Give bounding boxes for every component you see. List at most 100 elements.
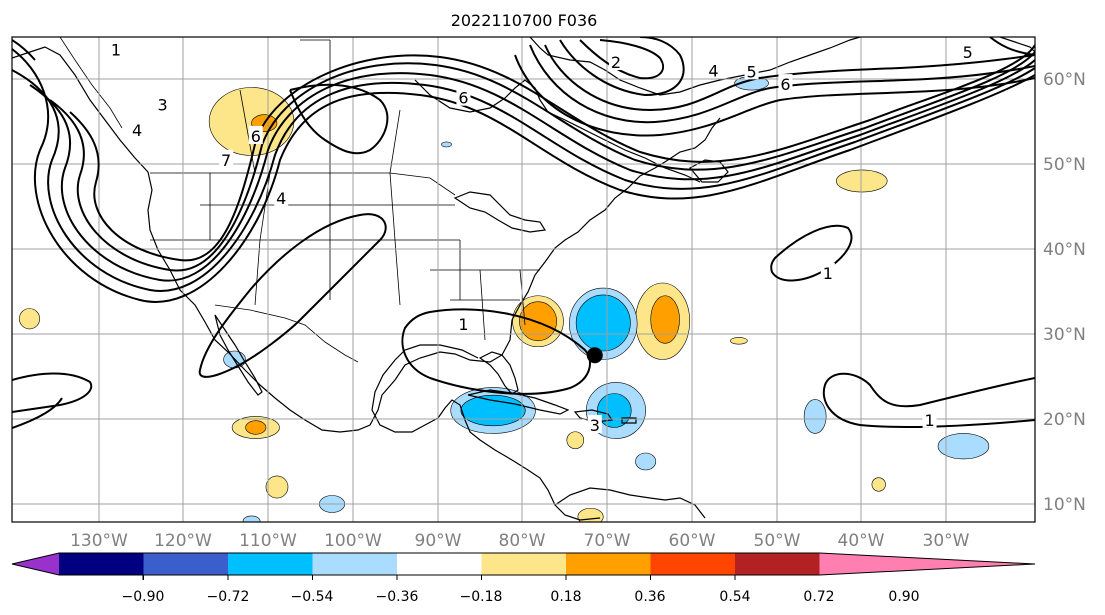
colorbar-tick-label: −0.72 (207, 589, 250, 605)
contour-greenland-3 (559, 37, 685, 97)
colorbar-tick-label: −0.54 (291, 589, 334, 605)
lon-tick-label: 100°W (324, 531, 382, 551)
coastline-cuba (467, 389, 570, 415)
contour-label: 4 (708, 62, 718, 81)
colorbar-segment (397, 553, 482, 575)
coastline-gulf (371, 344, 601, 521)
canada-province-lines (239, 39, 401, 174)
anomaly-positive-region (730, 337, 748, 345)
contour-label: 3 (157, 96, 167, 115)
colorbar-tick-label: 0.90 (888, 589, 919, 605)
anomaly-positive-region (577, 507, 604, 522)
contour-label: 7 (221, 151, 231, 170)
storm-center-dot (586, 347, 603, 364)
map-frame (11, 36, 1036, 523)
alaska-border (59, 37, 123, 129)
lat-tick-label: 30°N (1043, 325, 1086, 345)
contour-label-background (960, 41, 975, 60)
coastline-hispaniola (573, 409, 614, 423)
anomaly-negative-region (635, 452, 657, 471)
lon-tick-label: 120°W (154, 531, 212, 551)
contour-label-background (456, 87, 471, 106)
colorbar-segment (143, 553, 229, 575)
contour-label-background (706, 60, 721, 79)
anomaly-positive-region (566, 431, 585, 450)
colorbar-tick-label: 0.54 (719, 589, 750, 605)
contour-greenland-4 (544, 44, 1035, 112)
gridlines (12, 37, 1035, 522)
contour-trough-4 (49, 51, 1035, 272)
colorbar-extend-max (819, 553, 1035, 575)
colorbar-tick-label: 0.36 (634, 589, 665, 605)
political-borders (59, 37, 540, 363)
contour-label-background (219, 149, 234, 168)
anomaly-positive-region (19, 308, 40, 330)
contour-label: 1 (111, 40, 121, 59)
contour-label-background (155, 94, 170, 113)
lat-tick-label: 10°N (1043, 495, 1086, 515)
contour-label: 3 (590, 416, 600, 435)
lat-tick-label: 20°N (1043, 410, 1086, 430)
anomaly-positive-region (871, 477, 886, 492)
colorbar-segment (650, 553, 736, 575)
coastline-newfoundland (689, 159, 729, 183)
colorbar-segment (59, 553, 144, 575)
contour-label: 6 (458, 89, 468, 108)
colorbar-segment (735, 553, 820, 575)
contour-greenland-2 (579, 39, 665, 80)
contour-lines (12, 37, 1035, 429)
contour-label: 5 (746, 62, 756, 81)
contour-label: 6 (780, 75, 790, 94)
contour-label: 4 (276, 189, 286, 208)
coastline-puerto-rico (621, 417, 637, 424)
coastline-greenland (529, 37, 861, 96)
anomaly-positive-region (650, 295, 680, 344)
contour-trough-5 (69, 44, 1035, 262)
colorbar-segment (312, 553, 398, 575)
colorbar-outline (11, 552, 1036, 576)
contour-gulf-loop (401, 308, 591, 395)
contour-trough-3 (29, 59, 1035, 282)
contour-west-edge-2 (12, 397, 63, 429)
colorbar-segment (481, 553, 567, 575)
anomaly-negative-region (242, 515, 261, 522)
colorbar-tick-label: 0.72 (803, 589, 834, 605)
coastline-florida (478, 351, 519, 395)
lon-tick-label: 60°W (669, 531, 716, 551)
contour-label-background (248, 125, 263, 144)
contour-west-edge-1 (12, 372, 93, 413)
colorbar-tick-label: 0.18 (550, 589, 581, 605)
colorbar-tick-label: −0.90 (122, 589, 165, 605)
lon-tick-label: 30°W (923, 531, 970, 551)
lon-tick-label: 110°W (239, 531, 297, 551)
lon-tick-label: 50°W (754, 531, 801, 551)
contour-label-background (108, 39, 123, 58)
lon-tick-label: 70°W (584, 531, 631, 551)
anomaly-negative-region (575, 294, 631, 352)
contour-label-background (587, 414, 602, 433)
contour-greenland-1 (989, 37, 1035, 56)
contour-label-background (608, 52, 623, 70)
coastline-south-america (554, 487, 706, 519)
contour-canada-loop (289, 83, 389, 155)
colorbar-tick-label: −0.36 (376, 589, 419, 605)
lat-tick-label: 60°N (1043, 70, 1086, 90)
colorbar-segment (228, 553, 313, 575)
anomaly-positive-region (836, 169, 888, 193)
storm-center-marker (586, 347, 603, 364)
contour-label: 1 (823, 264, 833, 283)
contour-west-loop (198, 213, 387, 378)
map-panel: 134674624565111123 (11, 36, 1036, 523)
anomaly-negative-region (937, 433, 990, 460)
colorbar-extend-min (12, 553, 59, 575)
colorbar-tick-labels: −0.90 −0.72 −0.54 −0.36 −0.18 0.18 0.36 … (122, 589, 920, 605)
colorbar (11, 552, 1036, 580)
anomaly-negative-region (441, 141, 452, 148)
lon-tick-label: 90°W (415, 531, 462, 551)
contour-alaska (12, 39, 36, 61)
anomaly-negative-region (803, 399, 827, 434)
lon-tick-label: 80°W (499, 531, 546, 551)
coastline-great-lakes (453, 191, 547, 233)
contour-label: 5 (963, 43, 973, 62)
